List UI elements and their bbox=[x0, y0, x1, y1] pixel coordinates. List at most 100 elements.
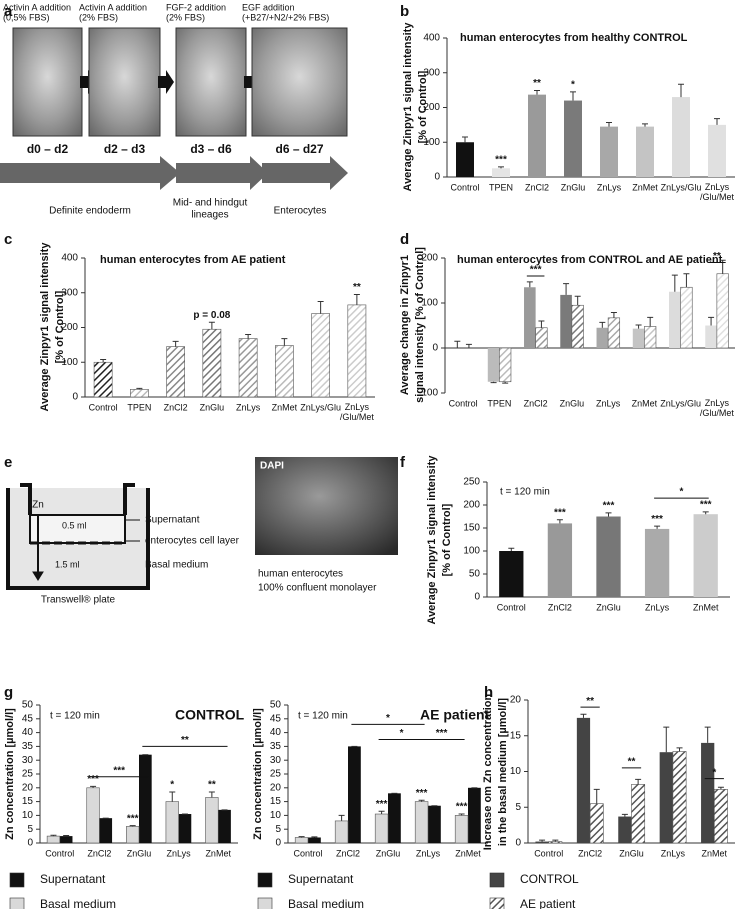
legend-label: AE patient bbox=[520, 897, 576, 909]
x-tick-label: ZnLys/Glu bbox=[660, 398, 701, 408]
bar bbox=[388, 793, 401, 843]
error-bar bbox=[169, 791, 176, 802]
bar bbox=[311, 313, 330, 398]
bar bbox=[659, 752, 673, 843]
error-bar bbox=[556, 519, 563, 524]
chart-title: AE patient bbox=[420, 707, 490, 723]
error-bar bbox=[663, 726, 670, 753]
x-tick-label: ZnMet bbox=[702, 848, 728, 858]
error-bar bbox=[465, 343, 472, 348]
annotation: ** bbox=[628, 757, 636, 768]
error-bar bbox=[593, 788, 600, 804]
bar bbox=[636, 126, 654, 177]
bar bbox=[600, 126, 618, 177]
bar bbox=[139, 754, 152, 843]
bar bbox=[238, 338, 258, 398]
y-tick-label: 300 bbox=[61, 287, 78, 298]
bar bbox=[528, 94, 546, 177]
y-tick-label: 20 bbox=[22, 782, 34, 793]
error-bar bbox=[605, 512, 612, 517]
x-tick-label: ZnCl2 bbox=[548, 602, 572, 612]
annotation: *** bbox=[113, 765, 125, 776]
error-bar bbox=[90, 785, 97, 788]
error-bar bbox=[208, 791, 215, 798]
bar bbox=[618, 816, 632, 843]
y-tick-label: 10 bbox=[510, 766, 522, 777]
y-tick-label: 35 bbox=[270, 741, 282, 752]
bar bbox=[218, 809, 231, 843]
x-tick-label: ZnMet bbox=[205, 848, 231, 858]
bar bbox=[589, 803, 604, 844]
error-bar bbox=[717, 786, 724, 790]
error-bar bbox=[702, 511, 709, 515]
error-bar bbox=[708, 316, 715, 326]
y-tick-label: 15 bbox=[510, 730, 522, 741]
error-bar bbox=[311, 836, 318, 838]
y-axis-label: [% of Control] bbox=[441, 503, 453, 576]
bar bbox=[414, 801, 429, 844]
bar bbox=[202, 328, 222, 398]
image-caption: human enterocytes bbox=[258, 569, 343, 580]
x-tick-label: ZnLys/Glu/Met bbox=[340, 402, 375, 422]
y-axis-label: in the basal medium [µmol/l] bbox=[497, 698, 509, 846]
y-tick-label: 30 bbox=[22, 755, 34, 766]
step-label: (2% FBS) bbox=[79, 12, 118, 22]
y-tick-label: 35 bbox=[22, 741, 34, 752]
bar bbox=[334, 820, 349, 844]
stage-label: Enterocytes bbox=[274, 206, 327, 217]
bar bbox=[454, 815, 469, 844]
bar bbox=[166, 346, 185, 398]
bar bbox=[644, 528, 670, 597]
annotation: *** bbox=[651, 514, 663, 525]
annotation: ** bbox=[208, 780, 216, 791]
error-bar bbox=[298, 836, 305, 838]
bar bbox=[672, 97, 690, 177]
bar bbox=[205, 797, 219, 844]
x-tick-label: ZnGlu bbox=[127, 848, 152, 858]
y-tick-label: 250 bbox=[463, 477, 480, 488]
x-tick-label: Control bbox=[45, 848, 74, 858]
y-tick-label: 100 bbox=[423, 137, 440, 148]
y-tick-label: 50 bbox=[270, 700, 282, 711]
x-tick-label: ZnCl2 bbox=[578, 848, 602, 858]
annotation: *** bbox=[416, 788, 428, 799]
panel-label: d bbox=[400, 231, 409, 248]
error-bar bbox=[635, 324, 642, 329]
day-range: d2 – d3 bbox=[104, 142, 146, 156]
bar bbox=[86, 787, 100, 844]
error-bar bbox=[538, 320, 545, 328]
x-tick-label: ZnLys bbox=[597, 182, 622, 192]
chart-title: human enterocytes from CONTROL and AE pa… bbox=[457, 254, 723, 266]
x-tick-label: Control bbox=[293, 848, 322, 858]
y-tick-label: 0 bbox=[515, 838, 521, 849]
error-bar bbox=[671, 274, 678, 292]
x-tick-label: ZnCl2 bbox=[336, 848, 360, 858]
error-bar bbox=[526, 281, 533, 288]
y-tick-label: -100 bbox=[418, 388, 438, 399]
y-axis-label: Increase om Zn concentration bbox=[482, 693, 494, 850]
x-tick-label: Control bbox=[534, 848, 563, 858]
stain-label: DAPI bbox=[260, 461, 284, 472]
chart-subtitle: t = 120 min bbox=[298, 711, 348, 722]
day-range: d0 – d2 bbox=[27, 142, 69, 156]
annotation: *** bbox=[456, 802, 468, 813]
x-tick-label: ZnMet bbox=[632, 182, 658, 192]
micrograph bbox=[255, 457, 398, 555]
x-tick-label: TPEN bbox=[487, 398, 511, 408]
panel-label: a bbox=[4, 3, 13, 20]
bar bbox=[347, 304, 367, 398]
x-tick-label: ZnCl2 bbox=[164, 402, 188, 412]
volume-label: 0.5 ml bbox=[62, 520, 87, 530]
y-axis-label: Average Zinpyr1 signal intensity bbox=[39, 242, 51, 412]
error-bar bbox=[172, 340, 179, 347]
y-tick-label: 30 bbox=[270, 755, 282, 766]
y-tick-label: 0 bbox=[27, 838, 33, 849]
bar bbox=[596, 327, 609, 348]
bar bbox=[631, 784, 646, 844]
error-bar bbox=[539, 839, 546, 842]
y-tick-label: 400 bbox=[61, 253, 78, 264]
x-tick-label: ZnLys/Glu bbox=[661, 182, 702, 192]
annotation: *** bbox=[554, 507, 566, 518]
error-bar bbox=[502, 381, 509, 384]
bar bbox=[59, 836, 73, 843]
